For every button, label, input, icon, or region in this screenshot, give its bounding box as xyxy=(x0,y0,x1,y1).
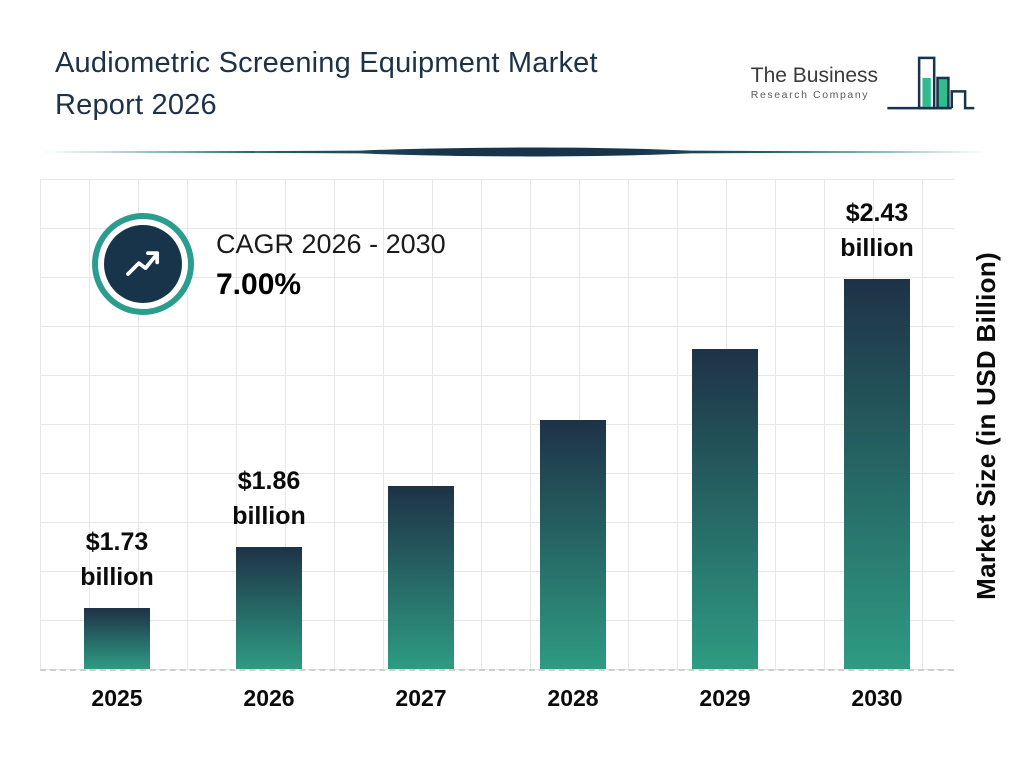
x-axis-label-2028: 2028 xyxy=(547,685,599,711)
bar-chart-logo-icon xyxy=(884,50,976,131)
x-axis-label-2030: 2030 xyxy=(851,685,903,711)
cagr-value: 7.00% xyxy=(216,267,302,301)
company-logo-text: The Business Research Company xyxy=(751,64,878,101)
bar-2027 xyxy=(388,486,454,669)
bar-column-2029 xyxy=(654,349,796,669)
x-axis-label-2029: 2029 xyxy=(699,685,751,711)
bar-column-2028 xyxy=(502,420,644,669)
logo-name: The Business xyxy=(750,64,878,87)
x-axis-label-2027: 2027 xyxy=(395,685,447,711)
bars-row: $1.73 billion $1.86 billion $2.43 billion xyxy=(40,179,954,669)
company-logo: The Business Research Company xyxy=(751,50,976,131)
x-axis-labels: 2025 2026 2027 2028 2029 2030 xyxy=(40,685,954,712)
page-title-line2: Report 2026 xyxy=(55,89,217,122)
chart-area: CAGR 2026 - 2030 7.00% $1.73 billion $1.86… xyxy=(40,179,954,712)
chart-section: CAGR 2026 - 2030 7.00% $1.73 billion $1.86… xyxy=(0,163,1024,712)
y-axis-title: Market Size (in USD Billion) xyxy=(970,251,1001,600)
page-title-line1: Audiometric Screening Equipment Market xyxy=(55,47,598,79)
bar-column-2030: $2.43 billion xyxy=(806,196,948,669)
trend-arrow-icon xyxy=(104,225,182,303)
cagr-circle xyxy=(92,213,194,315)
bar-value-label-2030: $2.43 billion xyxy=(840,199,914,262)
plot-area: CAGR 2026 - 2030 7.00% $1.73 billion $1.86… xyxy=(40,179,954,671)
bar-2030 xyxy=(844,279,910,669)
x-axis-label-2026: 2026 xyxy=(243,685,295,711)
bar-value-label-2026: $1.86 billion xyxy=(232,467,306,530)
bar-column-2027 xyxy=(350,486,492,669)
y-axis-title-wrap: Market Size (in USD Billion) xyxy=(954,179,1018,712)
bar-2026 xyxy=(236,547,302,669)
bar-column-2025: $1.73 billion xyxy=(46,525,188,669)
bar-value-label-2025: $1.73 billion xyxy=(80,528,154,591)
cagr-badge: CAGR 2026 - 2030 7.00% xyxy=(92,213,446,315)
divider xyxy=(0,131,1024,163)
header: Audiometric Screening Equipment Market R… xyxy=(0,0,1024,131)
bar-column-2026: $1.86 billion xyxy=(198,464,340,669)
cagr-text: CAGR 2026 - 2030 7.00% xyxy=(216,227,446,302)
logo-subtitle: Research Company xyxy=(750,89,870,101)
bar-2029 xyxy=(692,349,758,669)
cagr-label: CAGR 2026 - 2030 xyxy=(216,228,446,259)
bar-2025 xyxy=(84,608,150,669)
x-axis-label-2025: 2025 xyxy=(91,685,143,711)
page-title: Audiometric Screening Equipment Market R… xyxy=(55,42,598,126)
bar-2028 xyxy=(540,420,606,669)
